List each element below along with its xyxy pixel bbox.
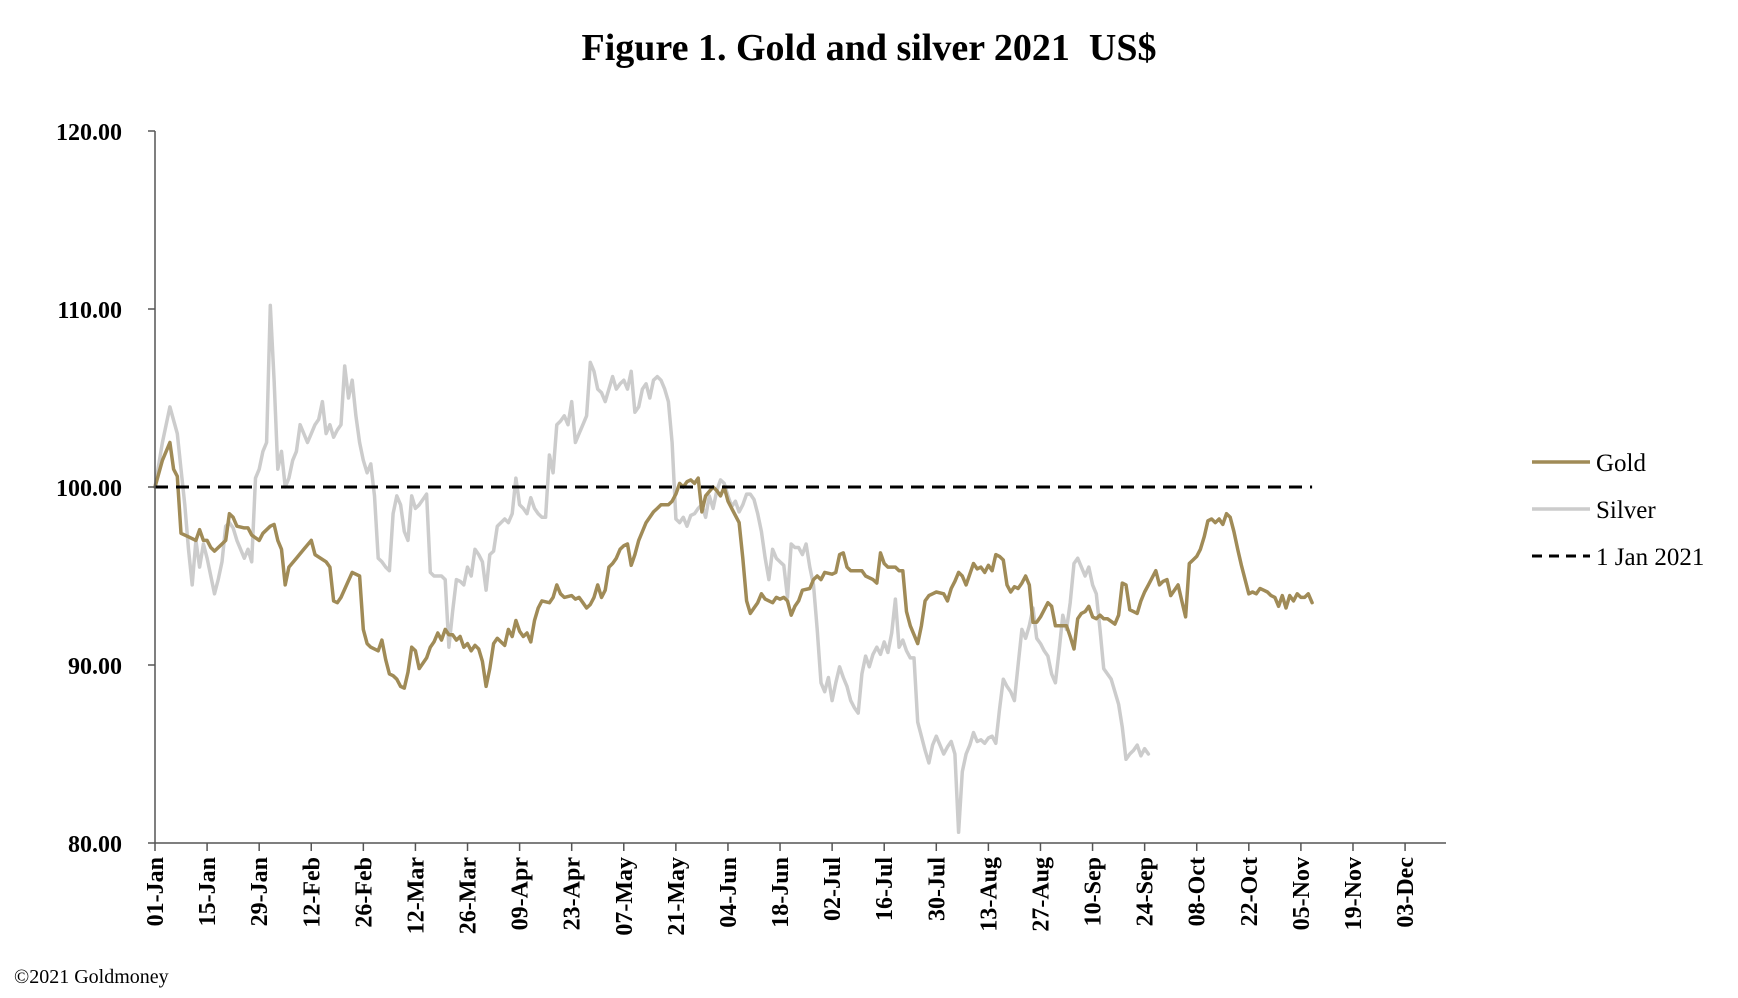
x-tick-label: 12-Feb xyxy=(299,857,325,928)
y-tick-label: 80.00 xyxy=(68,832,122,858)
x-tick-label: 07-May xyxy=(612,857,638,936)
x-tick-label: 12-Mar xyxy=(403,857,429,935)
x-tick-label: 05-Nov xyxy=(1289,857,1315,930)
copyright-text: ©2021 Goldmoney xyxy=(14,966,169,988)
x-tick-label: 26-Mar xyxy=(456,857,482,935)
series-line-gold xyxy=(153,440,1314,690)
x-tick-label: 27-Aug xyxy=(1029,857,1055,932)
x-tick-label: 18-Jun xyxy=(768,857,794,928)
x-tick-label: 03-Dec xyxy=(1393,857,1419,928)
x-tick-label: 01-Jan xyxy=(143,857,169,926)
series-line-silver xyxy=(153,303,1151,835)
x-tick-label: 19-Nov xyxy=(1341,857,1367,930)
x-tick-label: 30-Jul xyxy=(924,857,950,921)
x-tick-label: 15-Jan xyxy=(195,857,221,926)
legend: Gold Silver 1 Jan 2021 xyxy=(1532,450,1704,571)
x-tick-label: 16-Jul xyxy=(872,857,898,921)
plot-lines xyxy=(153,303,1314,835)
legend-label: Silver xyxy=(1596,497,1656,524)
x-tick-label: 04-Jun xyxy=(716,857,742,928)
x-axis-ticks: 01-Jan 15-Jan 29-Jan 12-Feb 26-Feb 12-Mar 26-M… xyxy=(143,843,1419,936)
legend-label: 1 Jan 2021 xyxy=(1596,544,1704,571)
x-tick-label: 13-Aug xyxy=(976,857,1002,932)
x-tick-label: 24-Sep xyxy=(1133,857,1159,926)
y-tick-label: 90.00 xyxy=(68,654,122,680)
chart-title: Figure 1. Gold and silver 2021 US$ xyxy=(581,27,1157,69)
x-tick-label: 22-Oct xyxy=(1237,857,1263,926)
x-tick-label: 21-May xyxy=(664,857,690,936)
x-tick-label: 08-Oct xyxy=(1185,857,1211,926)
x-tick-label: 10-Sep xyxy=(1081,857,1107,926)
x-tick-label: 29-Jan xyxy=(247,857,273,926)
x-tick-label: 26-Feb xyxy=(351,857,377,928)
y-tick-label: 120.00 xyxy=(56,120,122,146)
y-tick-label: 100.00 xyxy=(56,476,122,502)
y-axis-ticks: 80.00 90.00 100.00 110.00 120.00 xyxy=(56,120,155,858)
x-tick-label: 09-Apr xyxy=(508,857,534,931)
x-tick-label: 23-Apr xyxy=(560,857,586,931)
y-tick-label: 110.00 xyxy=(57,298,122,324)
legend-label: Gold xyxy=(1596,450,1647,477)
x-tick-label: 02-Jul xyxy=(820,857,846,921)
